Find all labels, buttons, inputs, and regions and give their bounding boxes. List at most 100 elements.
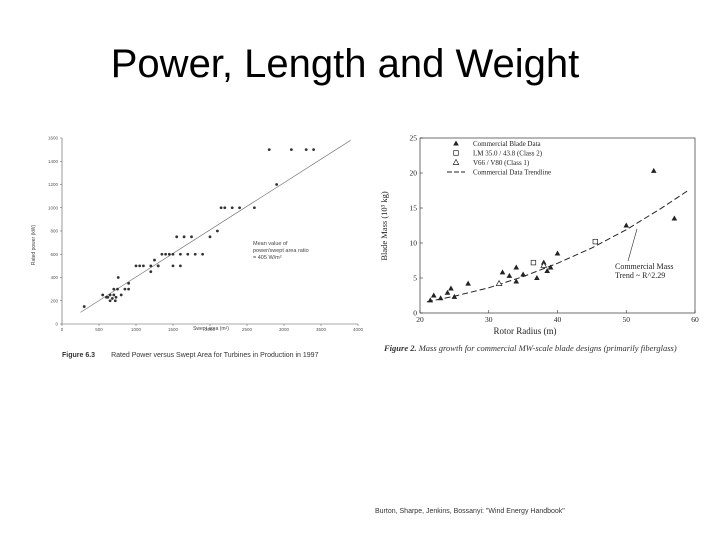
right-x-ticks: 20 30 40 50 60 [416, 310, 699, 324]
citation: Burton, Sharpe, Jenkins, Bossanyi: "Wind… [375, 508, 565, 515]
left-data-point [110, 297, 114, 300]
rated-power-chart-svg: 0 500 1000 1500 2000 2500 3000 3500 4000 0 200 400… [31, 136, 364, 333]
right-data-point [444, 289, 451, 295]
left-annotation-line-3: = 405 W/m² [253, 255, 282, 261]
right-x-tick-label: 60 [691, 315, 699, 324]
left-x-tick-label: 0 [61, 327, 64, 332]
right-data-point [544, 268, 550, 273]
right-data-point [534, 275, 540, 280]
left-figure-label: Figure 6.3 [62, 352, 96, 359]
right-data-point [448, 285, 454, 291]
right-data-point [451, 293, 458, 299]
left-data-point [171, 264, 175, 268]
right-x-axis-label: Rotor Radius (m) [494, 326, 557, 336]
left-data-point [134, 264, 138, 268]
left-data-point [108, 299, 112, 303]
left-data-point [171, 252, 175, 256]
left-data-point [190, 235, 193, 239]
left-data-point [119, 293, 123, 297]
left-y-tick-label: 1400 [48, 159, 59, 164]
left-points [82, 148, 315, 308]
right-data-point [623, 222, 630, 228]
legend-swatch [453, 150, 459, 156]
left-data-point [253, 206, 256, 210]
left-x-tick-label: 2000 [205, 327, 216, 332]
right-figure-label: Figure 2. [384, 343, 417, 353]
right-data-point [427, 297, 434, 303]
left-data-point [113, 299, 117, 303]
right-data-point [513, 278, 520, 284]
left-data-point [138, 264, 142, 268]
right-caption-text: Mass growth for commercial MW-scale blad… [418, 343, 677, 353]
left-data-point [167, 252, 171, 256]
left-x-tick-label: 3000 [279, 327, 290, 332]
blade-mass-chart-svg: 20 30 40 50 60 0 5 10 15 20 25 Commercial Blade D… [379, 134, 699, 337]
left-data-point [123, 287, 127, 291]
left-annotation-line-1: Mean value of [253, 241, 288, 247]
left-x-tick-label: 4000 [353, 327, 364, 332]
left-data-point [208, 235, 212, 239]
left-y-tick-label: 800 [50, 229, 58, 234]
left-caption-text: Rated Power versus Swept Area for Turbin… [111, 352, 319, 359]
rated-power-chart: 0 500 1000 1500 2000 2500 3000 3500 4000 0 200 400… [28, 128, 378, 373]
left-data-point [267, 148, 271, 152]
left-data-point [201, 252, 205, 256]
right-data-point [437, 295, 444, 301]
left-data-point [82, 305, 86, 308]
legend-swatch [452, 158, 460, 165]
left-data-point [153, 258, 156, 262]
left-data-point [101, 293, 105, 297]
right-plot-frame [419, 137, 696, 314]
right-data-point [540, 261, 548, 268]
right-data-point [430, 292, 437, 298]
left-data-point [179, 252, 182, 256]
left-data-point [238, 206, 242, 210]
left-data-point [112, 293, 116, 297]
left-data-point [275, 183, 278, 186]
right-data-point [530, 259, 537, 266]
right-x-tick-label: 20 [416, 315, 424, 324]
right-annotation-pointer [627, 228, 638, 262]
left-data-point [230, 206, 234, 210]
right-trendline [426, 190, 689, 303]
left-y-tick-label: 400 [50, 275, 58, 280]
left-data-point [290, 148, 293, 152]
right-axes [419, 137, 696, 314]
right-data-point [554, 250, 561, 256]
left-data-point [127, 287, 130, 291]
left-data-point [304, 148, 308, 152]
right-data-point [465, 280, 471, 286]
left-annotation-line-2: power/swept area ratio [253, 248, 309, 254]
left-data-point [116, 287, 119, 291]
left-y-tick-label: 200 [50, 298, 58, 303]
left-data-point [114, 295, 118, 299]
legend-label: V66 / V80 (Class 1) [473, 159, 530, 167]
left-data-point [142, 264, 145, 268]
left-data-point [112, 287, 116, 291]
left-data-point [127, 281, 130, 285]
slide-title: Power, Length and Weight [110, 42, 580, 86]
left-data-point [116, 276, 120, 279]
right-annotation-line-2: Trend ~ R^2.29 [615, 271, 665, 280]
left-data-point [186, 252, 190, 256]
left-data-point [164, 252, 168, 256]
left-data-point [219, 206, 223, 210]
left-data-point [175, 235, 179, 239]
left-data-point [312, 148, 315, 152]
right-x-tick-label: 50 [623, 315, 631, 324]
legend-swatch [453, 140, 459, 146]
right-trendline-path [426, 190, 689, 303]
left-y-tick-label: 1200 [48, 182, 59, 187]
left-x-tick-label: 3500 [316, 327, 327, 332]
left-data-point [223, 206, 227, 210]
left-trend-line [80, 140, 351, 313]
right-points [427, 167, 678, 303]
right-x-tick-label: 30 [485, 315, 493, 324]
right-y-tick-label: 25 [410, 134, 418, 143]
right-data-point [513, 264, 520, 270]
right-legend: Commercial Blade Data LM 35.0 / 43.8 (Cla… [447, 140, 551, 177]
left-data-point [149, 264, 153, 268]
left-x-tick-label: 1500 [168, 327, 179, 332]
right-y-tick-label: 5 [413, 274, 417, 283]
right-y-ticks: 0 5 10 15 20 25 [410, 134, 423, 318]
